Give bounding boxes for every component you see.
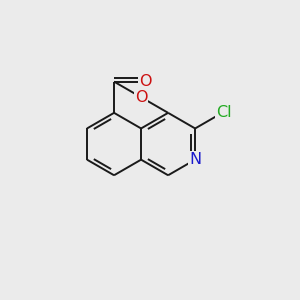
Text: N: N bbox=[189, 152, 201, 167]
Text: Cl: Cl bbox=[216, 105, 232, 120]
Text: O: O bbox=[139, 74, 152, 89]
Text: O: O bbox=[135, 90, 147, 105]
